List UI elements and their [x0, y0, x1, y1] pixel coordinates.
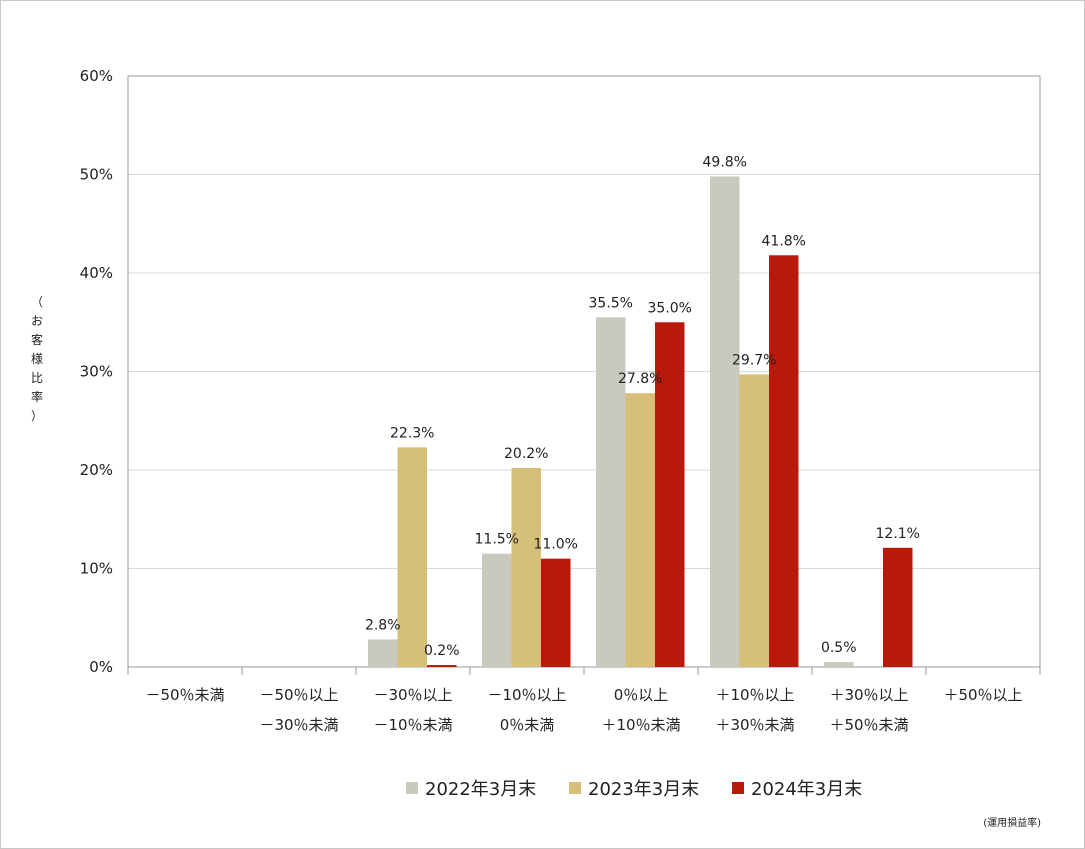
category-label: ＋30％未満 — [715, 716, 794, 734]
y-tick-label: 40% — [80, 264, 113, 282]
category-label: ＋10％以上 — [715, 686, 794, 704]
bar — [655, 322, 685, 667]
data-label: 0.2% — [424, 643, 460, 659]
bar — [710, 176, 740, 667]
data-labels: 2.8% 11.5% 35.5% 49.8% 0.5% 22.3% 20.2% 27.8% 29… — [365, 154, 920, 659]
bar — [596, 317, 626, 667]
y-tick-label: 30% — [80, 363, 113, 381]
bar — [482, 553, 512, 667]
category-label: 0％未満 — [500, 716, 555, 734]
category-label: －50％以上 — [259, 686, 338, 704]
legend-label: 2022年3月末 — [425, 779, 536, 800]
category-label: －10％未満 — [373, 716, 452, 734]
legend: 2022年3月末 2023年3月末 2024年3月末 — [406, 779, 862, 800]
bars — [368, 176, 913, 667]
y-tick-label: 60% — [80, 67, 113, 85]
category-label: －10％以上 — [487, 686, 566, 704]
data-label: 2.8% — [365, 617, 401, 633]
bar — [824, 662, 854, 667]
y-axis-label-char: 比 — [31, 371, 43, 385]
bar — [511, 468, 541, 667]
y-axis-label-char: （ — [31, 295, 43, 309]
category-label: ＋10％未満 — [601, 716, 680, 734]
y-tick-label: 20% — [80, 461, 113, 479]
data-label: 11.0% — [534, 537, 578, 553]
bar — [625, 393, 655, 667]
bar — [541, 558, 571, 667]
category-label: ＋50％未満 — [829, 716, 908, 734]
y-axis-label-char: 様 — [31, 352, 43, 366]
data-label: 27.8% — [618, 371, 662, 387]
data-label: 35.0% — [648, 300, 692, 316]
bar — [883, 547, 913, 667]
y-axis-label-char: 率 — [31, 389, 43, 404]
bar — [397, 447, 427, 667]
y-tick-label: 10% — [80, 560, 113, 578]
y-tick-label: 50% — [80, 166, 113, 184]
data-label: 49.8% — [703, 154, 747, 170]
category-label: －30％以上 — [373, 686, 452, 704]
y-tick-label: 0% — [89, 658, 113, 676]
data-label: 22.3% — [390, 425, 434, 441]
data-label: 35.5% — [589, 295, 633, 311]
bar — [368, 639, 398, 667]
category-label: －30％未満 — [259, 716, 338, 734]
y-axis-label-char: お — [31, 314, 43, 328]
x-axis-categories: －50％未満 －50％以上 －30％未満 －30％以上 －10％未満 －10％以上 0％未満… — [145, 686, 1022, 734]
bar — [769, 255, 799, 667]
y-axis-ticks: 0% 10% 20% 30% 40% 50% 60% — [80, 67, 113, 676]
legend-swatch — [406, 782, 418, 794]
category-label: 0％以上 — [614, 686, 669, 704]
data-label: 29.7% — [732, 352, 776, 368]
y-axis-label-char: 客 — [31, 332, 43, 347]
chart-note: (運用損益率) — [983, 816, 1041, 829]
plot-area-border — [127, 75, 1041, 668]
data-label: 12.1% — [876, 526, 920, 542]
category-label: ＋50％以上 — [943, 686, 1022, 704]
category-label: ＋30％以上 — [829, 686, 908, 704]
legend-label: 2024年3月末 — [751, 779, 862, 800]
data-label: 20.2% — [504, 446, 548, 462]
bar — [427, 665, 457, 667]
y-axis-label-char: ） — [31, 409, 43, 423]
data-label: 11.5% — [475, 532, 519, 548]
bar — [739, 374, 769, 667]
legend-label: 2023年3月末 — [588, 779, 699, 800]
category-label: －50％未満 — [145, 686, 224, 704]
legend-swatch — [732, 782, 744, 794]
data-label: 41.8% — [762, 233, 806, 249]
legend-swatch — [569, 782, 581, 794]
data-label: 0.5% — [821, 640, 857, 656]
